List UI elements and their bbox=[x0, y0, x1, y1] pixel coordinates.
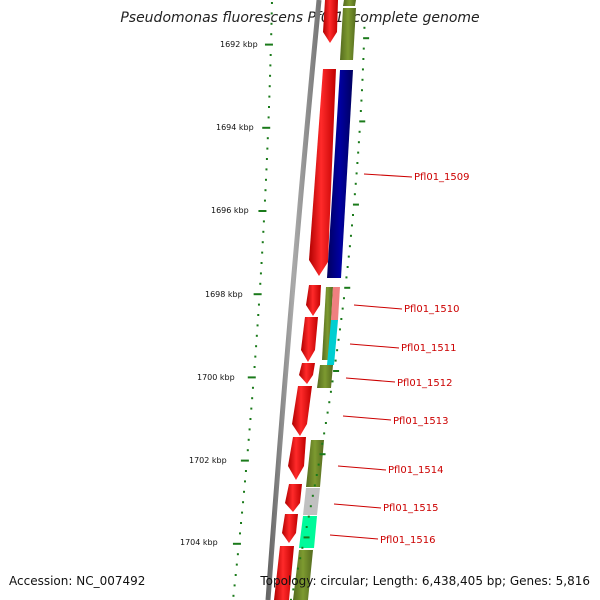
leader-line-1513 bbox=[342, 415, 392, 421]
gene-arrow-2 bbox=[309, 69, 336, 276]
gene-arrow-1 bbox=[323, 0, 338, 43]
leader-line-1512 bbox=[345, 377, 396, 383]
tick-label-1696: 1696 kbp bbox=[211, 206, 249, 215]
gene-label-1511: Pfl01_1511 bbox=[401, 343, 457, 354]
gene-label-1513: Pfl01_1513 bbox=[393, 416, 449, 427]
track-block-gray bbox=[303, 488, 320, 515]
tick-label-1692: 1692 kbp bbox=[220, 40, 258, 49]
gene-arrow-4 bbox=[301, 317, 318, 362]
gene-arrow-10 bbox=[274, 546, 294, 600]
track-block-cyan bbox=[327, 320, 338, 365]
backbone-arc bbox=[265, 0, 322, 600]
track-block-olive-1512 bbox=[317, 365, 333, 388]
forward-strand-track bbox=[274, 0, 338, 600]
track-block-olive-bottom bbox=[293, 550, 313, 600]
gene-label-1509: Pfl01_1509 bbox=[414, 172, 470, 183]
gene-label-1516: Pfl01_1516 bbox=[380, 535, 436, 546]
tick-label-1694: 1694 kbp bbox=[216, 123, 254, 132]
gene-label-1515: Pfl01_1515 bbox=[383, 503, 439, 514]
reverse-strand-track bbox=[293, 0, 356, 600]
track-block-navy bbox=[327, 70, 353, 278]
gene-label-leaders bbox=[329, 173, 413, 540]
track-block-salmon bbox=[331, 287, 340, 320]
gene-arrow-6 bbox=[292, 386, 312, 436]
gene-label-1510: Pfl01_1510 bbox=[404, 304, 460, 315]
gene-label-1512: Pfl01_1512 bbox=[397, 378, 453, 389]
accession-text: Accession: NC_007492 bbox=[9, 574, 146, 588]
leader-line-1516 bbox=[329, 534, 379, 540]
gene-arrow-7 bbox=[288, 437, 306, 480]
leader-line-1510 bbox=[353, 304, 403, 310]
leader-line-1511 bbox=[349, 343, 400, 349]
gene-arrow-9 bbox=[282, 514, 298, 543]
leader-line-1509 bbox=[363, 173, 413, 178]
tick-label-1700: 1700 kbp bbox=[197, 373, 235, 382]
leader-line-1514 bbox=[337, 465, 387, 471]
gene-arrow-3 bbox=[306, 285, 321, 316]
tick-label-1702: 1702 kbp bbox=[189, 456, 227, 465]
kbp-ruler-labels: 1692 kbp 1694 kbp 1696 kbp 1698 kbp 1700… bbox=[180, 40, 258, 547]
gene-label-1514: Pfl01_1514 bbox=[388, 465, 444, 476]
leader-line-1515 bbox=[333, 503, 382, 509]
topology-text: Topology: circular; Length: 6,438,405 bp… bbox=[260, 574, 590, 588]
gene-arrow-5 bbox=[299, 363, 315, 384]
gene-arrow-8 bbox=[285, 484, 302, 512]
gene-labels: Pfl01_1509 Pfl01_1510 Pfl01_1511 Pfl01_1… bbox=[380, 172, 470, 546]
track-block-olive-1510 bbox=[322, 287, 333, 360]
track-block-olive-top-2 bbox=[340, 8, 356, 60]
tick-label-1698: 1698 kbp bbox=[205, 290, 243, 299]
track-block-olive-1514 bbox=[306, 440, 324, 487]
track-block-olive-top-1 bbox=[343, 0, 356, 6]
map-title: Pseudomonas fluorescens Pf0-1, complete … bbox=[120, 10, 480, 26]
tick-label-1704: 1704 kbp bbox=[180, 538, 218, 547]
track-block-spring bbox=[299, 516, 317, 548]
